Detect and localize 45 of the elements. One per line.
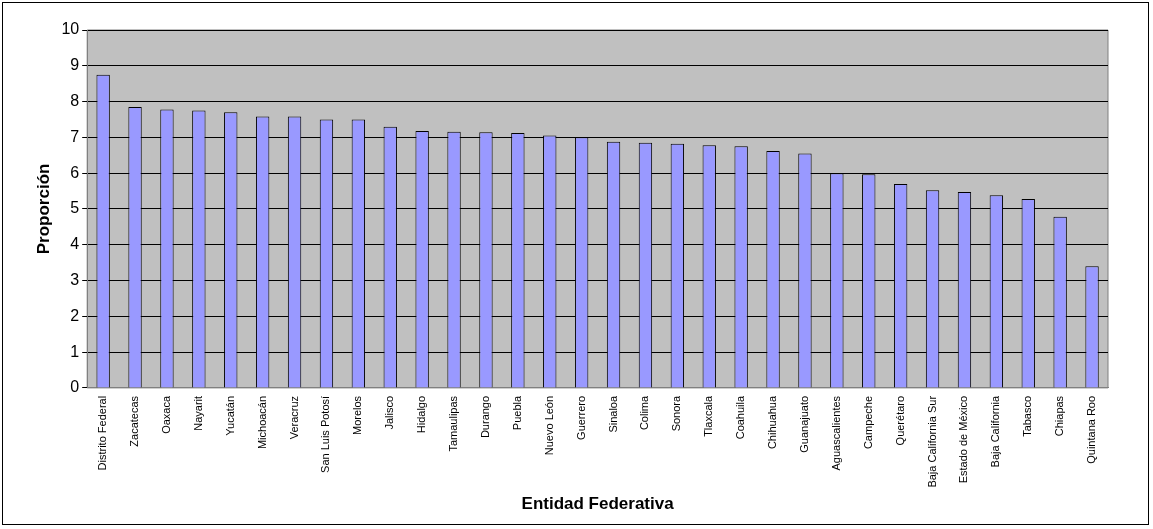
x-tick-label: Durango — [478, 395, 491, 439]
y-tick-label: 6 — [70, 163, 80, 181]
x-tick-label: Guerrero — [574, 395, 587, 440]
x-tick-label: Aguascalientes — [829, 395, 842, 471]
y-tick-label: 10 — [61, 20, 80, 38]
x-tick-label: Tamaulipas — [447, 395, 460, 452]
x-tick-label: Tlaxcala — [702, 395, 715, 437]
y-axis-title: Proporción — [33, 163, 53, 255]
y-tick-label: 5 — [70, 199, 80, 217]
x-tick-label: Jalisco — [383, 395, 396, 430]
y-tick-label: 9 — [70, 56, 80, 74]
y-tick-label: 0 — [70, 378, 80, 396]
x-tick-label: Yucatán — [223, 395, 236, 436]
y-tick-label: 2 — [70, 306, 80, 324]
x-tick-label: Querétaro — [893, 395, 906, 446]
x-tick-label: Sinaloa — [606, 395, 619, 433]
x-tick-label: Zacatecas — [128, 395, 141, 447]
x-tick-label: Veracruz — [287, 395, 300, 440]
y-tick-label: 1 — [70, 342, 80, 360]
x-tick-label: Nayarit — [191, 395, 204, 431]
x-tick-label: Oaxaca — [159, 395, 172, 434]
x-tick-label: Estado de México — [957, 395, 970, 484]
x-tick-label: Quintana Roo — [1085, 395, 1098, 464]
x-tick-label: Sonora — [670, 395, 683, 432]
y-tick-label: 4 — [70, 235, 80, 253]
y-tick-label: 7 — [70, 127, 80, 145]
x-tick-label: Chiapas — [1053, 395, 1066, 437]
x-tick-label: Chihuahua — [766, 395, 779, 450]
x-tick-label: Guanajuato — [797, 395, 810, 453]
x-tick-label: Baja California — [989, 395, 1002, 468]
x-tick-label: Campeche — [861, 395, 874, 450]
x-tick-label: Tabasco — [1021, 395, 1034, 437]
x-tick-label: Coahuila — [734, 395, 747, 440]
x-tick-label: Puebla — [510, 395, 523, 431]
x-tick-label: Nuevo León — [542, 395, 555, 456]
x-tick-label: Distrito Federal — [96, 395, 109, 471]
x-axis-title: Entidad Federativa — [521, 494, 675, 514]
x-tick-label: Hidalgo — [415, 395, 428, 434]
y-tick-label: 3 — [70, 270, 80, 288]
x-tick-label: Morelos — [351, 395, 364, 436]
x-tick-label: Michoacán — [255, 395, 268, 450]
x-tick-label: San Luis Potosí — [319, 395, 332, 473]
x-tick-label: Baja California Sur — [925, 395, 938, 488]
y-tick-label: 8 — [70, 91, 80, 109]
x-tick-label: Colima — [638, 395, 651, 431]
